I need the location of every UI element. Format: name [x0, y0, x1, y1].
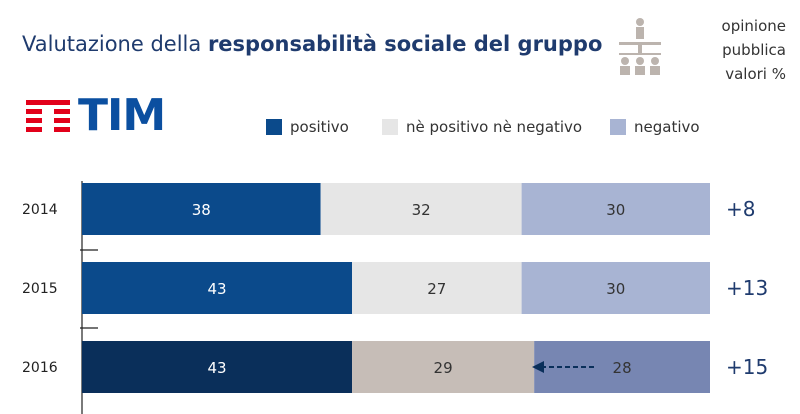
bar-segment-positivo: [82, 341, 353, 393]
tim-logo-stripes: [26, 100, 70, 142]
chart-note: opinione pubblica valori %: [676, 14, 786, 86]
data-label: 28: [613, 359, 632, 377]
difference-label: +13: [726, 276, 768, 300]
arrow-head-icon: [532, 361, 544, 373]
category-label: 2015: [22, 281, 58, 297]
legend-swatch: [610, 119, 626, 135]
data-label: 43: [207, 359, 226, 377]
title-bold: responsabilità sociale del gruppo: [207, 32, 603, 56]
data-label: 38: [192, 201, 211, 219]
legend-item-neutro: nè positivo nè negativo: [382, 118, 582, 136]
difference-label: +8: [726, 197, 755, 221]
bar-segment-positivo: [82, 183, 321, 235]
bar-segment-positivo: [82, 262, 353, 314]
legend-swatch: [382, 119, 398, 135]
bar-segment-negativo: [521, 183, 710, 235]
note-line: opinione: [721, 17, 786, 35]
data-label: 29: [434, 359, 453, 377]
bar-segment-n-positivo-n-negativo: [352, 262, 522, 314]
tim-logo-text: TIM: [78, 90, 166, 141]
legend-label: positivo: [290, 118, 349, 136]
data-label: 43: [207, 280, 226, 298]
category-label: 2016: [22, 360, 58, 376]
legend-item-negativo: negativo: [610, 118, 700, 136]
legend-label: nè positivo nè negativo: [406, 118, 583, 136]
bar-segment-negativo: [521, 262, 710, 314]
legend-label: negativo: [634, 118, 700, 136]
data-label: 32: [412, 201, 431, 219]
bar-segment-n-positivo-n-negativo: [320, 183, 522, 235]
legend-swatch: [266, 119, 282, 135]
bar-segment-negativo: [534, 341, 710, 393]
data-label: 30: [606, 201, 625, 219]
category-label: 2014: [22, 202, 58, 218]
note-line: valori %: [725, 65, 786, 83]
bar-segment-n-positivo-n-negativo: [352, 341, 535, 393]
title-regular: Valutazione della: [22, 32, 208, 56]
page-title: Valutazione della responsabilità sociale…: [22, 32, 602, 56]
data-label: 27: [427, 280, 446, 298]
audience-presentation-icon: [609, 14, 671, 80]
difference-label: +15: [726, 355, 768, 379]
data-label: 30: [606, 280, 625, 298]
legend-item-positivo: positivo: [266, 118, 349, 136]
note-line: pubblica: [722, 41, 786, 59]
